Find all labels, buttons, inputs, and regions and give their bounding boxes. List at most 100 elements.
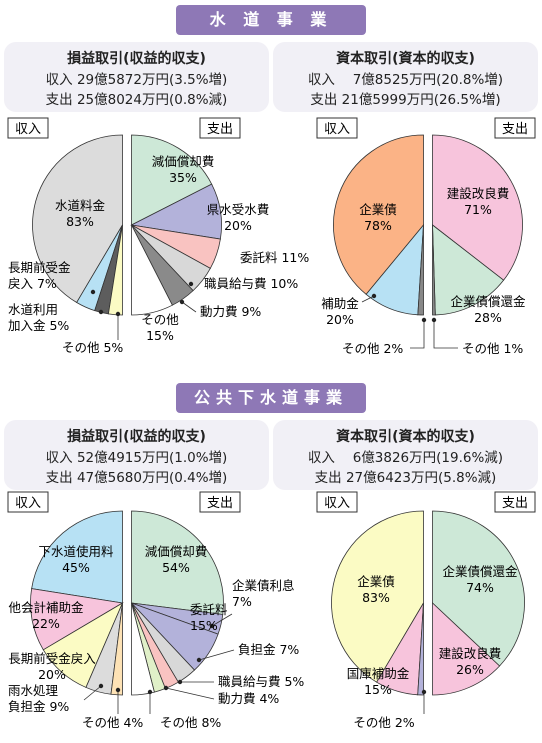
income-label: 企業債 83% [357, 574, 395, 605]
panel-water-profit: 損益取引(収益的収支) 収入 29億5872万円(3.5%増) 支出 25億80… [4, 42, 269, 112]
leader-dot [115, 311, 121, 317]
panel-income-line: 収入 29億5872万円(3.5%増) [45, 72, 228, 88]
panel-sewer-profit: 損益取引(収益的収支) 収入 52億4915万円(1.0%増) 支出 47億56… [4, 420, 269, 490]
expense-label: 建設改良費 26% [439, 646, 502, 677]
leader-dot [179, 299, 185, 305]
leader-line [410, 320, 425, 349]
expense-tag-box [199, 491, 241, 513]
income-label: その他 5% [62, 340, 123, 355]
expense-label: その他 1% [462, 341, 523, 356]
leader-dot [371, 293, 377, 299]
panel-title: 損益取引(収益的収支) [67, 429, 206, 445]
pie-slice-expense [432, 134, 523, 281]
income-label: 長期前受金戻入 7% [8, 260, 71, 291]
expense-label: 企業債利息 7% [232, 578, 295, 609]
income-label: 補助金 20% [321, 296, 359, 327]
income-label: 企業債 78% [359, 202, 397, 233]
leader-line [165, 687, 215, 700]
pie-slice-income [31, 510, 123, 604]
pie-slice-expense [432, 224, 505, 316]
panel-title: 損益取引(収益的収支) [67, 51, 206, 67]
pie-slice-income [32, 134, 123, 304]
expense-label: 減価償却費 54% [145, 544, 208, 575]
leader-dot [421, 689, 427, 695]
income-label: 下水道使用料 45% [38, 544, 114, 575]
expense-tag-box [494, 491, 536, 513]
expense-label: 委託料 15% [190, 602, 228, 633]
panel-title: 資本取引(資本的収支) [336, 51, 475, 67]
expense-label: 動力費 4% [218, 691, 279, 706]
pie-slice-expense [131, 224, 173, 316]
panel-title: 資本取引(資本的収支) [336, 429, 475, 445]
expense-tag: 支出 [502, 496, 528, 511]
leader-dot [421, 317, 427, 323]
expense-label: 企業債償還金 74% [442, 564, 518, 595]
expense-label: 県水受水費 20% [207, 202, 270, 233]
income-tag-box [316, 491, 358, 513]
section-banner-sewer: 公共下水道事業 [176, 383, 366, 413]
income-label: その他 2% [342, 341, 403, 356]
leader-dot [196, 657, 202, 663]
leader-dot [98, 683, 104, 689]
income-label: その他 4% [82, 715, 143, 730]
income-label: 他会計補助金 22% [8, 600, 84, 631]
leader-dot [115, 687, 121, 693]
expense-label: その他 8% [160, 715, 221, 730]
income-label: 水道料金 83% [55, 198, 106, 229]
leader-line [181, 301, 197, 313]
expense-label: 企業債償還金 28% [450, 294, 526, 325]
income-label: 長期前受金戻入 20% [8, 651, 96, 682]
leader-line [198, 649, 235, 661]
panel-expense-line: 支出 25億8024万円(0.8%減) [45, 92, 228, 108]
income-tag: 収入 [324, 496, 350, 511]
panel-sewer-capital: 資本取引(資本的収支) 収入 6億3826万円(19.6%減) 支出 27億64… [273, 420, 538, 490]
income-tag-box [316, 117, 358, 139]
expense-tag-box [494, 117, 536, 139]
leader-dot [90, 289, 96, 295]
pie-slice-income [331, 510, 424, 683]
pie-slice-income [417, 224, 424, 316]
expense-label: 減価償却費 35% [152, 154, 215, 185]
pie-slice-expense [432, 510, 525, 667]
panel-expense-line: 支出 47億5680万円(0.4%増) [45, 470, 228, 486]
expense-tag: 支出 [207, 122, 233, 137]
leader-dot [177, 679, 183, 685]
section-banner-water: 水 道 事 業 [176, 5, 366, 35]
pie-slice-income [107, 224, 123, 316]
pie-slice-income [417, 602, 424, 696]
expense-tag: 支出 [207, 496, 233, 511]
expense-label: 建設改良費 71% [447, 186, 510, 217]
pie-slice-expense [131, 134, 213, 226]
income-label: その他 2% [353, 715, 414, 730]
pie-slice-income [333, 134, 424, 295]
leader-line [433, 320, 458, 349]
pie-slice-income [110, 602, 123, 696]
leader-line [83, 685, 102, 701]
expense-label: 職員給与費 10% [204, 276, 298, 291]
expense-tag: 支出 [502, 122, 528, 137]
expense-label: 職員給与費 5% [218, 674, 304, 689]
income-tag: 収入 [324, 122, 350, 137]
panel-income-line: 収入 52億4915万円(1.0%増) [45, 450, 228, 466]
expense-label: 委託料 11% [240, 250, 309, 265]
panel-income-line: 収入 6億3826万円(19.6%減) [307, 450, 504, 466]
expense-label: 負担金 7% [238, 642, 299, 657]
panel-expense-line: 支出 21億5999万円(26.5%増) [310, 92, 501, 108]
income-tag-box [7, 117, 49, 139]
leader-dot [188, 281, 194, 287]
pie-slice-expense [432, 224, 436, 316]
panel-income-line: 収入 7億8525万円(20.8%増) [307, 72, 504, 88]
leader-dot [147, 689, 153, 695]
income-label: 国庫補助金 15% [347, 666, 410, 697]
income-tag-box [7, 491, 49, 513]
expense-tag-box [199, 117, 241, 139]
pie-slice-expense [432, 602, 501, 696]
leader-dot [209, 623, 215, 629]
leader-dot [431, 317, 437, 323]
pie-slice-expense [131, 602, 155, 696]
income-tag: 収入 [15, 122, 41, 137]
